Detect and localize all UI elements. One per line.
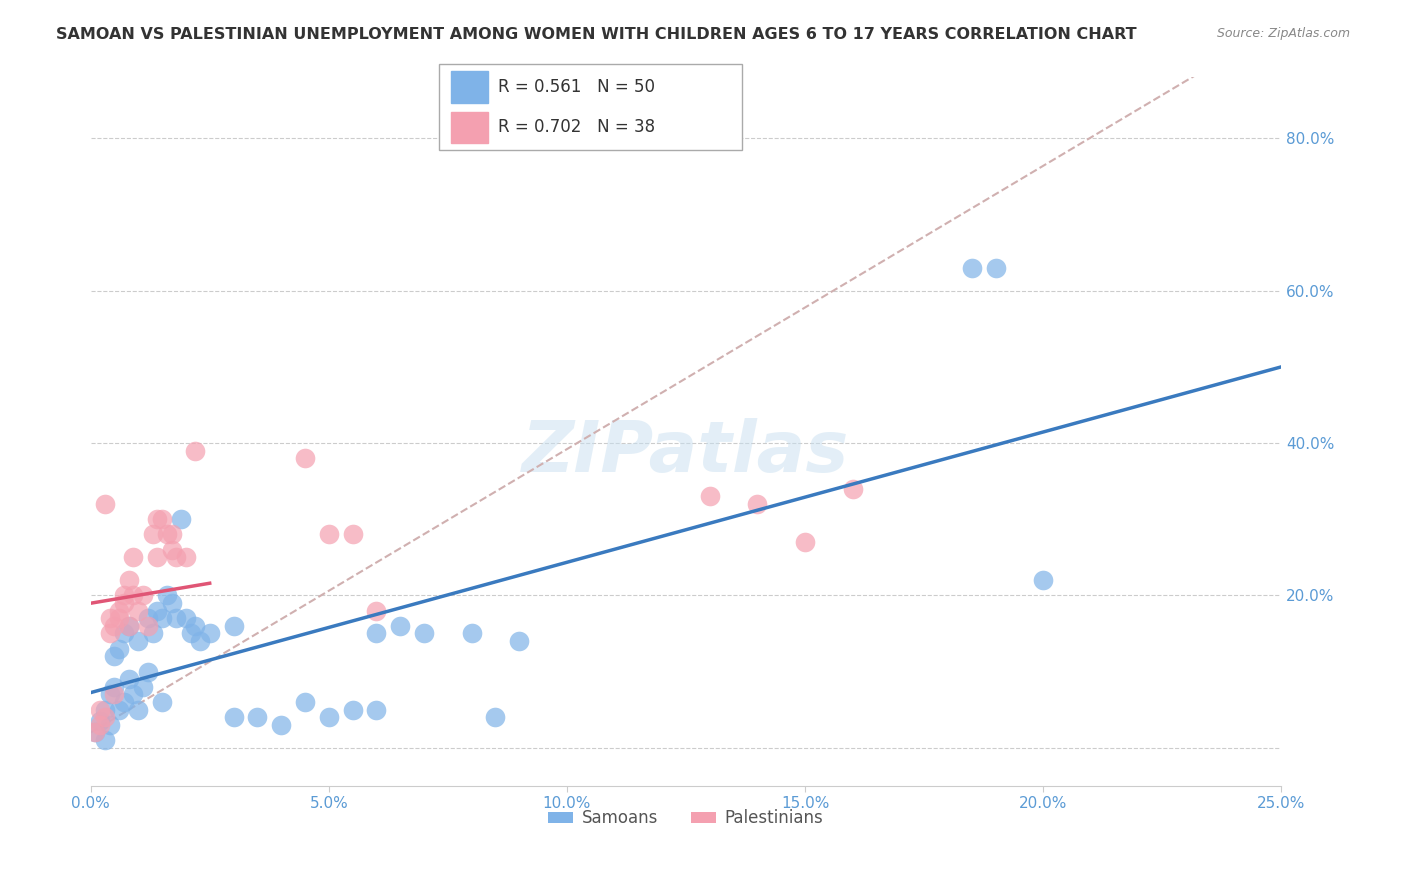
- Samoans: [184, 619, 207, 633]
- Palestinians: [118, 619, 141, 633]
- Text: R = 0.702   N = 38: R = 0.702 N = 38: [498, 118, 655, 136]
- Samoans: [118, 672, 141, 686]
- Samoans: [318, 710, 340, 724]
- Samoans: [960, 260, 983, 275]
- Samoans: [141, 626, 163, 640]
- Bar: [451, 112, 488, 143]
- Palestinians: [174, 550, 197, 565]
- Text: ZIPatlas: ZIPatlas: [522, 418, 849, 487]
- Palestinians: [146, 512, 169, 526]
- Samoans: [198, 626, 221, 640]
- Palestinians: [150, 512, 173, 526]
- Palestinians: [342, 527, 364, 541]
- Samoans: [112, 695, 135, 709]
- Palestinians: [112, 596, 135, 610]
- Samoans: [222, 619, 245, 633]
- Samoans: [484, 710, 506, 724]
- Palestinians: [318, 527, 340, 541]
- Palestinians: [112, 588, 135, 602]
- Samoans: [342, 703, 364, 717]
- Samoans: [108, 641, 131, 656]
- Samoans: [136, 665, 159, 679]
- Samoans: [270, 718, 292, 732]
- Palestinians: [108, 604, 131, 618]
- Palestinians: [122, 588, 145, 602]
- Samoans: [103, 680, 125, 694]
- Samoans: [132, 680, 155, 694]
- Palestinians: [94, 497, 117, 511]
- Samoans: [160, 596, 183, 610]
- Samoans: [222, 710, 245, 724]
- Samoans: [127, 703, 149, 717]
- Samoans: [98, 718, 121, 732]
- Palestinians: [132, 588, 155, 602]
- Palestinians: [122, 550, 145, 565]
- Palestinians: [98, 626, 121, 640]
- Samoans: [170, 512, 193, 526]
- Palestinians: [699, 489, 721, 503]
- Samoans: [246, 710, 269, 724]
- Samoans: [366, 703, 388, 717]
- Legend: Samoans, Palestinians: Samoans, Palestinians: [541, 803, 830, 834]
- Palestinians: [89, 718, 111, 732]
- Samoans: [146, 604, 169, 618]
- Bar: [451, 71, 488, 103]
- Palestinians: [103, 619, 125, 633]
- Palestinians: [146, 550, 169, 565]
- Samoans: [122, 687, 145, 701]
- Samoans: [165, 611, 187, 625]
- Palestinians: [160, 527, 183, 541]
- Samoans: [508, 634, 530, 648]
- Palestinians: [94, 710, 117, 724]
- Samoans: [366, 626, 388, 640]
- Samoans: [89, 714, 111, 728]
- Samoans: [150, 611, 173, 625]
- Samoans: [1032, 573, 1054, 587]
- Palestinians: [294, 451, 316, 466]
- Samoans: [112, 626, 135, 640]
- Palestinians: [165, 550, 187, 565]
- Palestinians: [794, 535, 817, 549]
- Palestinians: [160, 542, 183, 557]
- Samoans: [103, 649, 125, 664]
- Samoans: [174, 611, 197, 625]
- Samoans: [127, 634, 149, 648]
- Palestinians: [127, 604, 149, 618]
- Palestinians: [136, 619, 159, 633]
- Samoans: [98, 687, 121, 701]
- Samoans: [118, 619, 141, 633]
- Palestinians: [98, 611, 121, 625]
- Text: SAMOAN VS PALESTINIAN UNEMPLOYMENT AMONG WOMEN WITH CHILDREN AGES 6 TO 17 YEARS : SAMOAN VS PALESTINIAN UNEMPLOYMENT AMONG…: [56, 27, 1137, 42]
- Samoans: [136, 611, 159, 625]
- Palestinians: [156, 527, 179, 541]
- Palestinians: [103, 687, 125, 701]
- Samoans: [188, 634, 211, 648]
- Samoans: [389, 619, 412, 633]
- Samoans: [108, 703, 131, 717]
- Samoans: [294, 695, 316, 709]
- Text: R = 0.561   N = 50: R = 0.561 N = 50: [498, 78, 655, 96]
- Palestinians: [89, 703, 111, 717]
- Palestinians: [184, 443, 207, 458]
- Samoans: [413, 626, 436, 640]
- Samoans: [180, 626, 202, 640]
- Palestinians: [366, 604, 388, 618]
- Palestinians: [141, 527, 163, 541]
- Samoans: [460, 626, 482, 640]
- Palestinians: [118, 573, 141, 587]
- Palestinians: [747, 497, 769, 511]
- Samoans: [984, 260, 1007, 275]
- Palestinians: [84, 725, 107, 739]
- Palestinians: [108, 611, 131, 625]
- Palestinians: [841, 482, 863, 496]
- Samoans: [94, 733, 117, 747]
- Samoans: [84, 725, 107, 739]
- Samoans: [156, 588, 179, 602]
- Text: Source: ZipAtlas.com: Source: ZipAtlas.com: [1216, 27, 1350, 40]
- Samoans: [150, 695, 173, 709]
- Samoans: [94, 703, 117, 717]
- FancyBboxPatch shape: [439, 64, 742, 150]
